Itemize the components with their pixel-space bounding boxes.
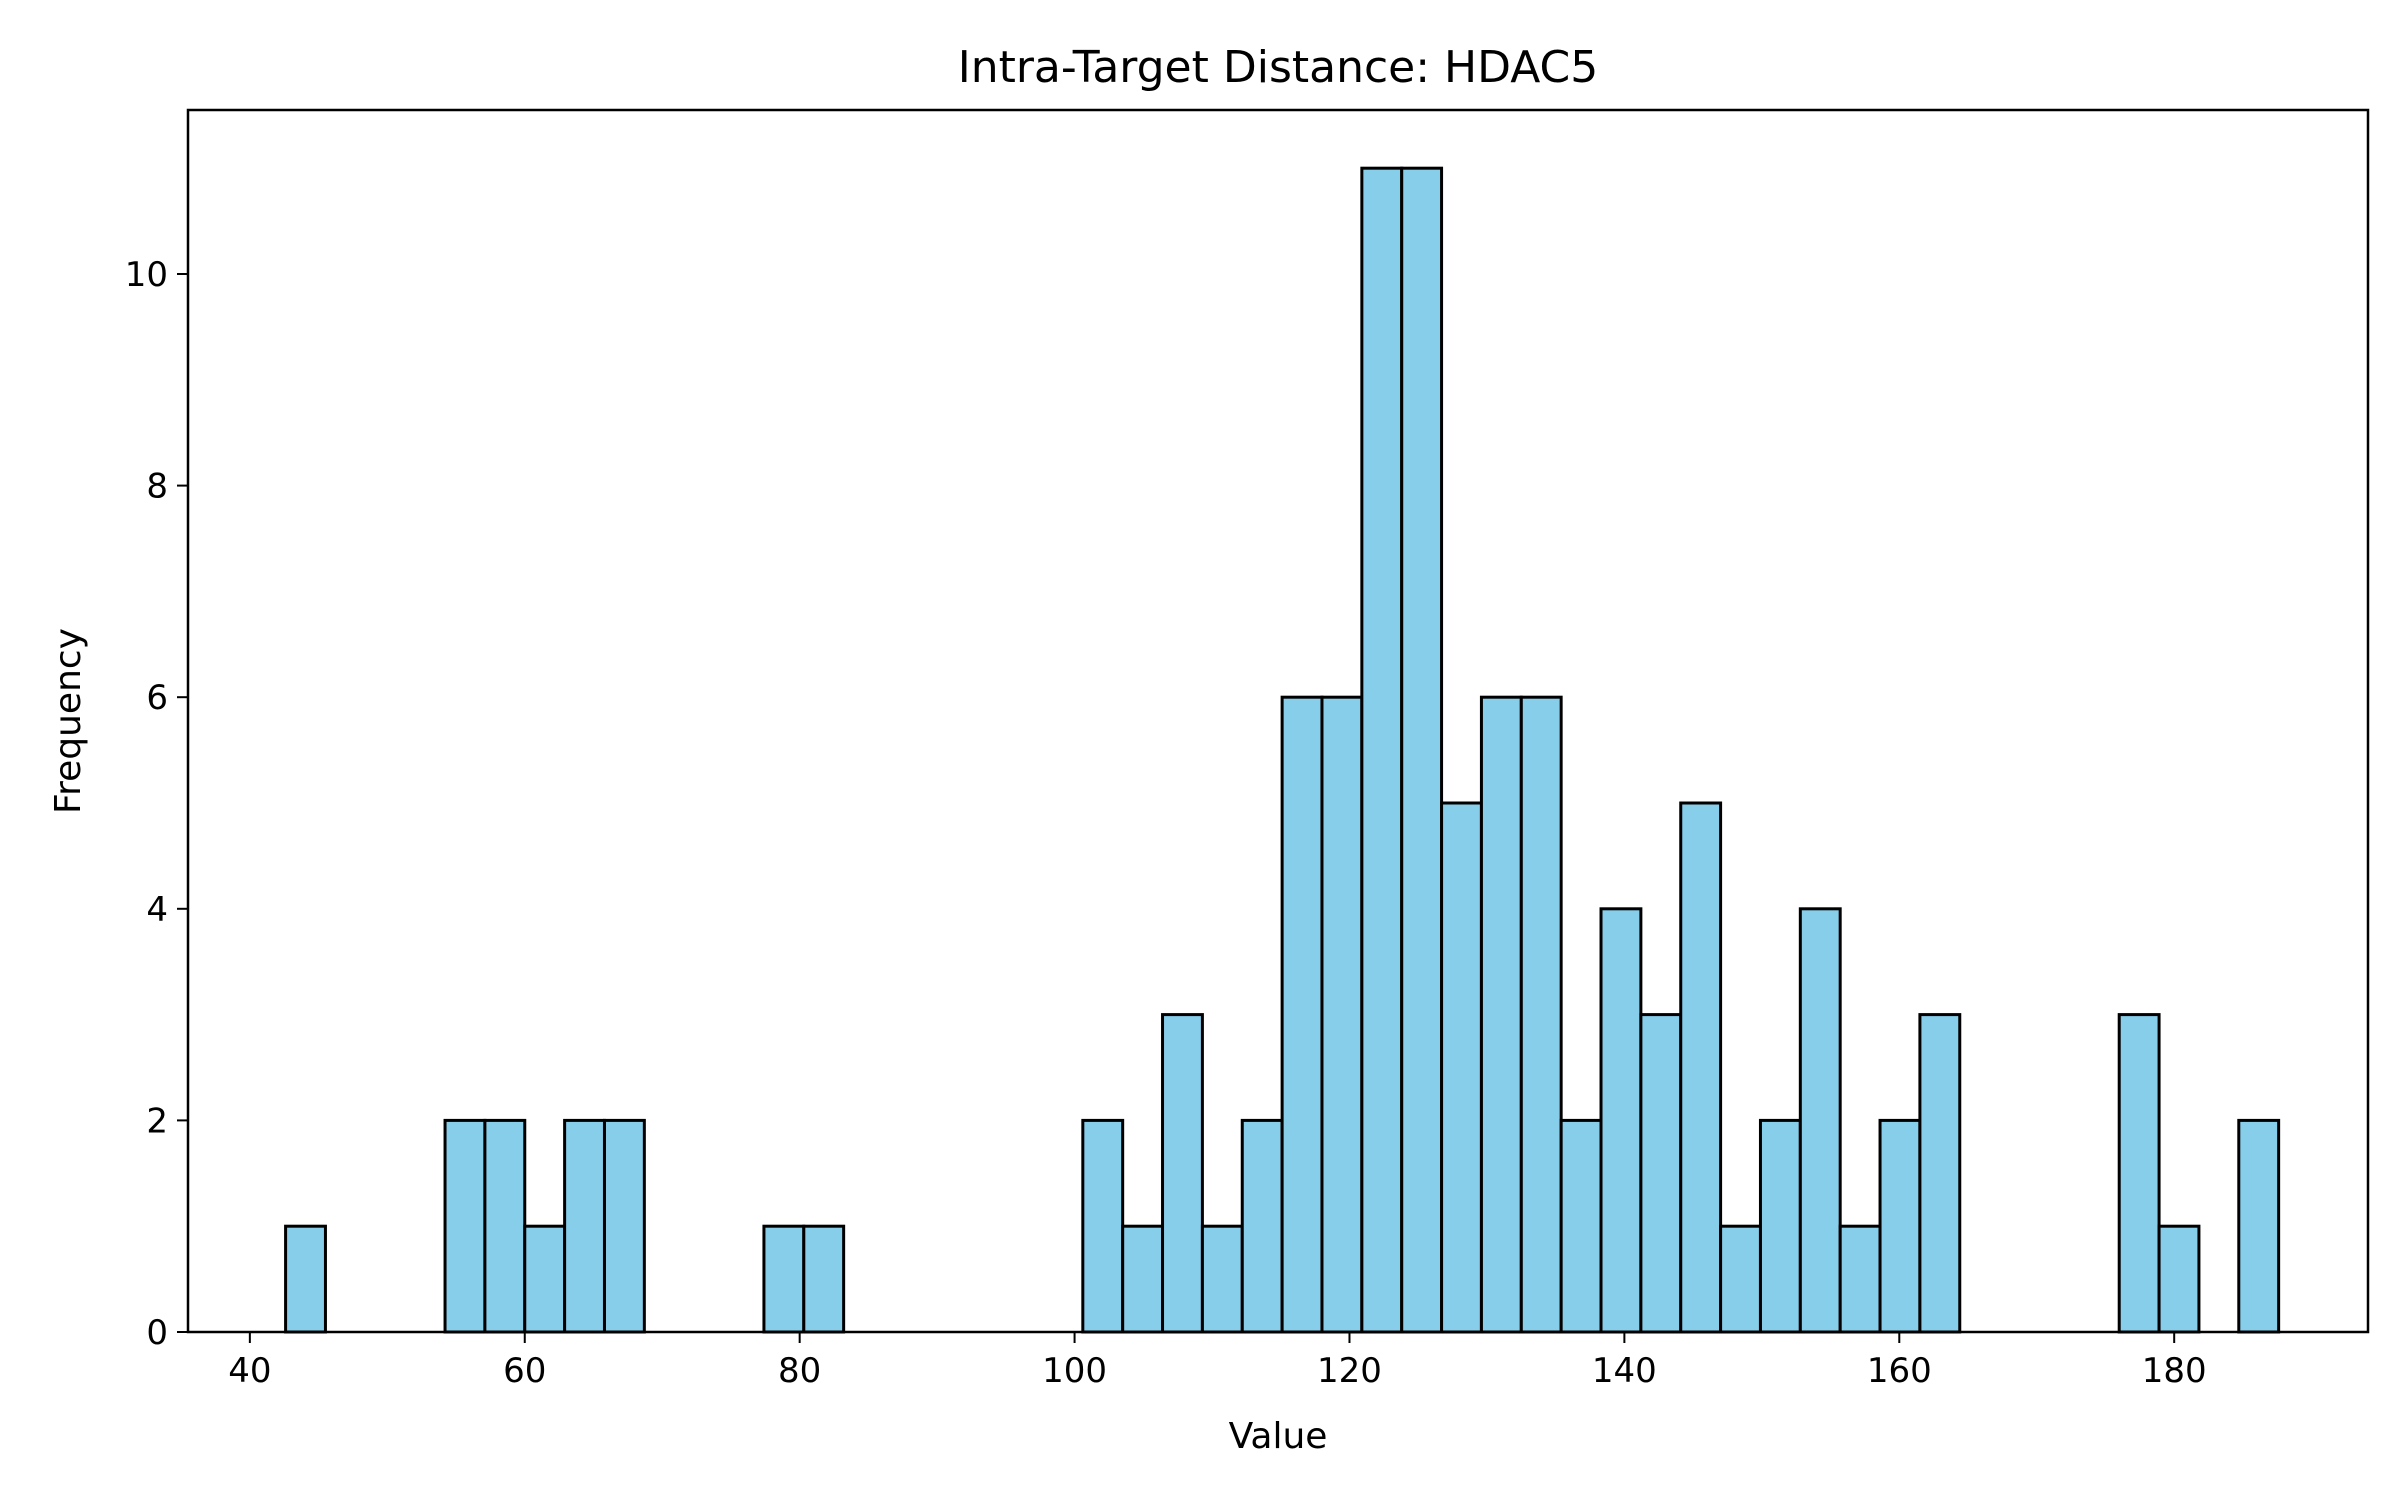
x-tick-label: 100	[1042, 1351, 1107, 1391]
x-tick-label: 180	[2142, 1351, 2207, 1391]
histogram-bar	[1918, 1013, 1962, 1334]
histogram-bar	[1440, 801, 1483, 1334]
y-tick-label: 2	[146, 1101, 168, 1141]
histogram-bar	[1479, 695, 1523, 1334]
histogram-bar	[1161, 1013, 1204, 1334]
histogram-bar	[1121, 1224, 1165, 1334]
x-tick-label: 40	[228, 1351, 271, 1391]
x-tick-label: 80	[778, 1351, 821, 1391]
histogram-bar	[443, 1118, 487, 1334]
x-tick-label: 120	[1317, 1351, 1382, 1391]
y-tick-label: 8	[146, 467, 168, 507]
x-axis: 40 60 80 100 120 140 160 180	[228, 1332, 2207, 1391]
histogram-bar	[762, 1224, 806, 1334]
histogram-bar	[483, 1118, 527, 1334]
histogram-bar	[523, 1224, 567, 1334]
histogram-bar	[1798, 907, 1842, 1334]
histogram-bar	[1081, 1118, 1125, 1334]
histogram-bar	[1639, 1013, 1683, 1334]
histogram-bar	[1320, 695, 1364, 1334]
histogram-bar	[1200, 1224, 1244, 1334]
histogram-bar	[1679, 801, 1723, 1334]
y-tick-label: 0	[146, 1313, 168, 1353]
histogram-bar	[1519, 695, 1563, 1334]
histogram-bar	[1878, 1118, 1922, 1334]
y-axis: 0 2 4 6 8 10	[125, 255, 188, 1353]
histogram-bar	[1599, 907, 1643, 1334]
x-tick-label: 160	[1867, 1351, 1932, 1391]
histogram-bar	[1240, 1118, 1284, 1334]
x-tick-label: 140	[1592, 1351, 1657, 1391]
histogram-bar	[2117, 1013, 2161, 1334]
histogram-bar	[602, 1118, 646, 1334]
histogram-bar	[563, 1118, 606, 1334]
histogram-bar	[1559, 1118, 1603, 1334]
histogram-bar	[802, 1224, 846, 1334]
plot-frame	[186, 108, 2370, 1334]
histogram-bar	[1719, 1224, 1762, 1334]
histogram-bar	[1758, 1118, 1802, 1334]
y-axis-label: Frequency	[48, 628, 89, 814]
histogram-bar	[284, 1224, 327, 1334]
histogram-bar	[2237, 1118, 2281, 1334]
x-axis-label: Value	[1229, 1416, 1328, 1457]
histogram-bar	[1400, 166, 1444, 1334]
histogram-bar	[1838, 1224, 1882, 1334]
y-tick-label: 6	[146, 678, 168, 718]
histogram-bar	[1360, 166, 1404, 1334]
histogram-bar	[1280, 695, 1324, 1334]
chart-title: Intra-Target Distance: HDAC5	[958, 42, 1599, 93]
y-tick-label: 4	[146, 890, 168, 930]
x-tick-label: 60	[503, 1351, 546, 1391]
histogram-bar	[2157, 1224, 2201, 1334]
y-tick-label: 10	[125, 255, 168, 295]
bars-layer	[284, 166, 2281, 1334]
